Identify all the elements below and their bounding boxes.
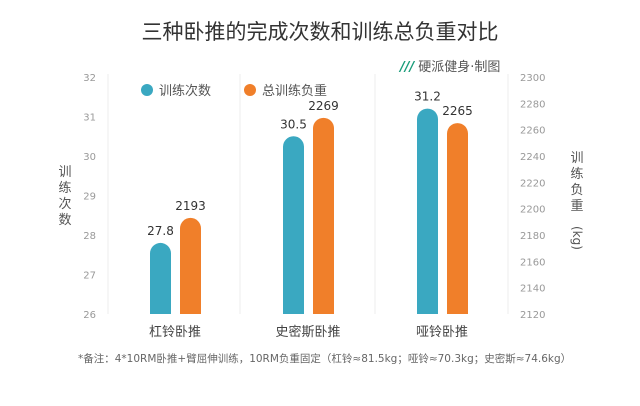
y-tick-label: 27 bbox=[83, 271, 96, 282]
y-tick-label: 32 bbox=[83, 73, 96, 84]
bar-1-0 bbox=[180, 217, 201, 314]
y-axis-label-char: 训 bbox=[58, 165, 71, 180]
y-axis-label-char: 练 bbox=[58, 181, 71, 196]
x-tick-label: 史密斯卧推 bbox=[275, 324, 340, 340]
legend-label-1: 总训练负重 bbox=[262, 83, 327, 99]
chart-title: 三种卧推的完成次数和训练总负重对比 bbox=[141, 20, 499, 44]
y-axis-label-char: 数 bbox=[58, 213, 71, 228]
bar-0-1 bbox=[283, 136, 304, 314]
y-right-tick-label: 2240 bbox=[520, 152, 545, 163]
y-right-tick-label: 2220 bbox=[520, 178, 545, 189]
y-right-axis-label-char: 训 bbox=[570, 151, 583, 166]
legend-marker-1 bbox=[244, 84, 256, 96]
y-tick-label: 28 bbox=[83, 231, 96, 242]
bar-1-2 bbox=[447, 123, 468, 314]
y-right-axis-unit: (kg) bbox=[570, 226, 584, 250]
bar-0-0 bbox=[150, 242, 171, 314]
brand-logo: /// bbox=[400, 60, 415, 75]
brand-credit: ///硬派健身·制图 bbox=[400, 56, 500, 75]
y-right-tick-label: 2160 bbox=[520, 257, 545, 268]
x-tick-label: 哑铃卧推 bbox=[416, 325, 468, 340]
y-tick-label: 30 bbox=[83, 152, 96, 163]
legend-label-0: 训练次数 bbox=[159, 83, 211, 99]
data-label: 30.5 bbox=[280, 117, 307, 131]
data-label: 2265 bbox=[442, 104, 473, 118]
y-tick-label: 26 bbox=[83, 310, 96, 321]
y-tick-label: 29 bbox=[83, 192, 96, 203]
y-right-tick-label: 2300 bbox=[520, 73, 545, 84]
y-right-tick-label: 2200 bbox=[520, 205, 545, 216]
y-right-tick-label: 2260 bbox=[520, 126, 545, 137]
data-label: 2193 bbox=[175, 199, 206, 213]
y-tick-label: 31 bbox=[83, 113, 96, 124]
y-right-tick-label: 2120 bbox=[520, 310, 545, 321]
y-right-tick-label: 2140 bbox=[520, 284, 545, 295]
data-label: 2269 bbox=[308, 99, 339, 113]
y-right-tick-label: 2180 bbox=[520, 231, 545, 242]
brand-text: 硬派健身·制图 bbox=[418, 60, 501, 75]
x-tick-label: 杠铃卧推 bbox=[149, 324, 201, 340]
data-label: 31.2 bbox=[414, 90, 441, 104]
y-right-axis-label-char: 负 bbox=[570, 183, 583, 198]
y-right-axis-label-char: 重 bbox=[570, 198, 583, 214]
legend-marker-0 bbox=[141, 84, 153, 96]
y-right-axis-label-char: 练 bbox=[570, 167, 583, 182]
data-label: 27.8 bbox=[147, 224, 174, 238]
bar-1-1 bbox=[313, 117, 334, 314]
y-right-tick-label: 2280 bbox=[520, 99, 545, 110]
footnote: *备注：4*10RM卧推+臂屈伸训练，10RM负重固定（杠铃≈81.5kg；哑铃… bbox=[78, 353, 572, 365]
y-axis-label-char: 次 bbox=[58, 196, 71, 212]
bar-0-2 bbox=[417, 108, 438, 314]
